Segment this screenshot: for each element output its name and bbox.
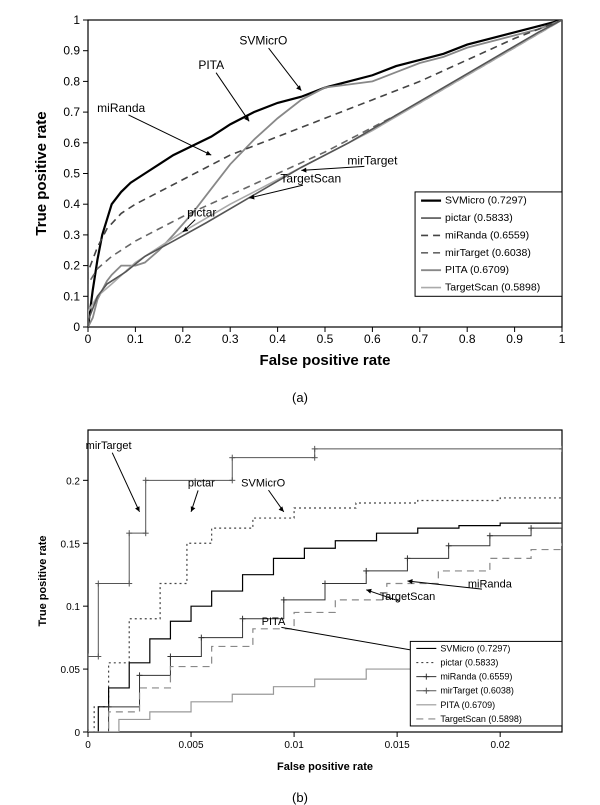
chart-svg: 0 0.1 0.2 0.3 0.4 0.5 0.6 0.7 0.8 0.9 1 0 0.1 0.2 0.3 0… [30, 10, 570, 375]
legend-label: TargetScan (0.5898) [440, 714, 522, 724]
caption-b: (b) [0, 790, 600, 805]
svg-text:0.3: 0.3 [63, 228, 80, 242]
svg-text:0.5: 0.5 [63, 167, 80, 181]
svg-text:0.15: 0.15 [61, 539, 81, 550]
svg-text:0.7: 0.7 [63, 105, 80, 119]
annotation-label: mirTarget [347, 153, 398, 167]
svg-text:0.9: 0.9 [506, 332, 523, 346]
x-axis-label: False positive rate [260, 352, 391, 369]
legend-label: pictar (0.5833) [445, 212, 513, 224]
svg-text:1: 1 [559, 332, 566, 346]
annotation-label: TargetScan [280, 172, 341, 186]
roc-chart-b: 0 0.005 0.01 0.015 0.02 0 0.05 0.1 0.15 0.2 False … [30, 420, 570, 780]
legend-label: pictar (0.5833) [440, 658, 498, 668]
svg-text:0.6: 0.6 [364, 332, 381, 346]
annotation-label: mirTarget [86, 440, 132, 452]
svg-text:0: 0 [73, 320, 80, 334]
y-axis-label: True positive rate [33, 111, 50, 235]
annotation-label: SVMicrO [241, 478, 285, 490]
svg-text:0.7: 0.7 [411, 332, 428, 346]
annotation-label: SVMicrO [239, 34, 287, 48]
legend-label: miRanda (0.6559) [445, 229, 529, 241]
chart-svg: 0 0.005 0.01 0.015 0.02 0 0.05 0.1 0.15 0.2 False … [30, 420, 570, 780]
annotation-label: miRanda [97, 101, 145, 115]
y-axis-label: True positive rate [37, 535, 49, 626]
roc-chart-a: 0 0.1 0.2 0.3 0.4 0.5 0.6 0.7 0.8 0.9 1 0 0.1 0.2 0.3 0… [30, 10, 570, 375]
legend-label: SVMicro (0.7297) [445, 195, 527, 207]
page: 0 0.1 0.2 0.3 0.4 0.5 0.6 0.7 0.8 0.9 1 0 0.1 0.2 0.3 0… [0, 0, 600, 805]
legend-label: PITA (0.6709) [445, 264, 509, 276]
svg-text:0.2: 0.2 [174, 332, 191, 346]
svg-text:0.2: 0.2 [66, 476, 80, 487]
legend-label: mirTarget (0.6038) [445, 247, 531, 259]
svg-text:0.8: 0.8 [459, 332, 476, 346]
svg-text:0.4: 0.4 [63, 197, 80, 211]
svg-text:1: 1 [73, 13, 80, 27]
svg-text:0.9: 0.9 [63, 44, 80, 58]
svg-text:0.8: 0.8 [63, 74, 80, 88]
svg-text:0: 0 [85, 332, 92, 346]
svg-text:0.4: 0.4 [269, 332, 286, 346]
legend-label: SVMicro (0.7297) [440, 643, 510, 653]
annotation-label: PITA [262, 616, 286, 628]
svg-text:0.01: 0.01 [284, 740, 304, 751]
svg-text:0.1: 0.1 [66, 602, 80, 613]
svg-text:0.6: 0.6 [63, 136, 80, 150]
annotation-label: PITA [198, 58, 224, 72]
svg-text:0.2: 0.2 [63, 259, 80, 273]
legend-label: mirTarget (0.6038) [440, 686, 514, 696]
svg-text:0: 0 [74, 728, 80, 739]
legend-label: TargetScan (0.5898) [445, 282, 540, 294]
svg-text:0.3: 0.3 [222, 332, 239, 346]
svg-text:0.005: 0.005 [179, 740, 204, 751]
legend-label: miRanda (0.6559) [440, 672, 512, 682]
legend-label: PITA (0.6709) [440, 700, 495, 710]
svg-text:0.05: 0.05 [61, 665, 81, 676]
annotation-label: pictar [188, 478, 215, 490]
svg-text:0.1: 0.1 [63, 289, 80, 303]
x-axis-label: False positive rate [277, 761, 373, 773]
annotation-label: pictar [187, 205, 216, 219]
svg-text:0.5: 0.5 [317, 332, 334, 346]
svg-text:0: 0 [85, 740, 91, 751]
caption-a: (a) [0, 390, 600, 405]
svg-text:0.015: 0.015 [385, 740, 410, 751]
svg-text:0.1: 0.1 [127, 332, 144, 346]
svg-text:0.02: 0.02 [490, 740, 510, 751]
